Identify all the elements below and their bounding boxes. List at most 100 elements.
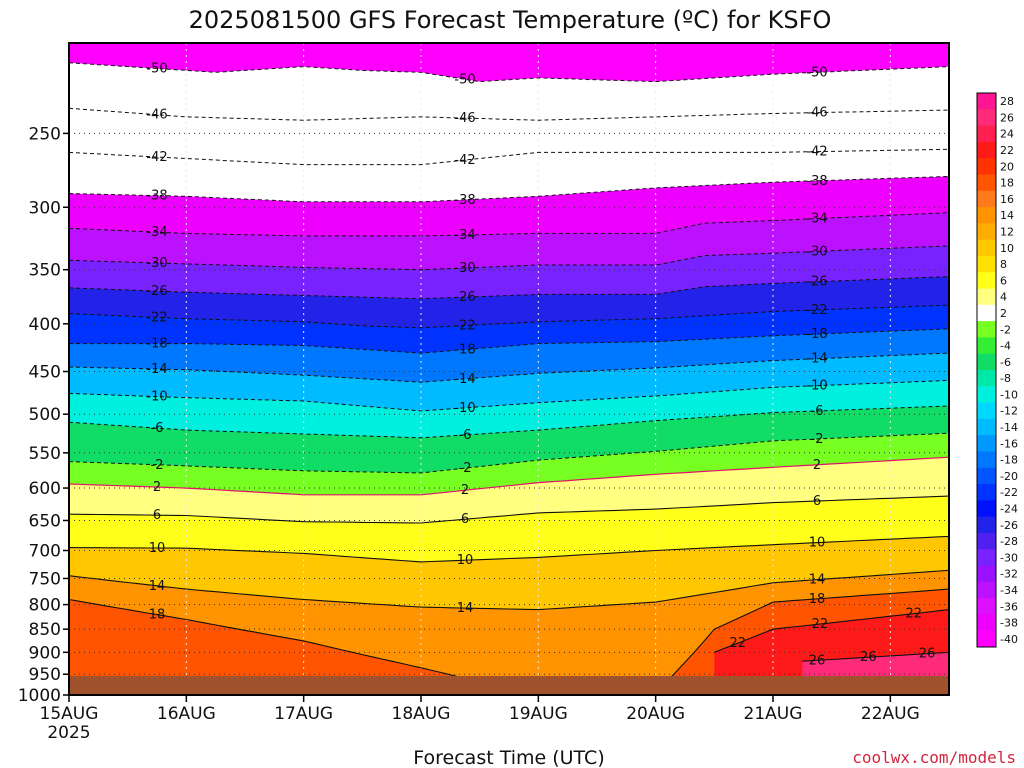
contour-label--10-1: -10 bbox=[454, 401, 475, 416]
colorbar-swatch--10 bbox=[977, 386, 996, 404]
credit-text: coolwx.com/models bbox=[852, 748, 1016, 767]
contour-label--26-0: -26 bbox=[146, 284, 167, 299]
contour-label--30-2: -30 bbox=[806, 244, 827, 259]
contour-label-22-2: 22 bbox=[906, 607, 923, 622]
colorbar-label--40: -40 bbox=[1000, 633, 1018, 646]
x-tick-label-15AUG: 15AUG bbox=[40, 704, 99, 724]
colorbar-label-20: 20 bbox=[1000, 160, 1014, 173]
plot-frame bbox=[68, 42, 950, 696]
contour-label-10-1: 10 bbox=[457, 553, 474, 568]
contour-label--26-1: -26 bbox=[454, 290, 475, 305]
colorbar-label--18: -18 bbox=[1000, 454, 1018, 467]
contour-label--34-0: -34 bbox=[146, 225, 167, 240]
colorbar-swatch--14 bbox=[977, 418, 996, 436]
colorbar-swatch-2 bbox=[977, 304, 996, 322]
colorbar-swatch--2 bbox=[977, 321, 996, 338]
contour-6 bbox=[69, 495, 949, 524]
colorbar-label-26: 26 bbox=[1000, 111, 1014, 124]
contour-label--50-0: -50 bbox=[146, 62, 167, 77]
contour-label-6-2: 6 bbox=[813, 494, 821, 509]
colorbar-swatch--20 bbox=[977, 467, 996, 485]
contour-label--34-2: -34 bbox=[806, 212, 827, 227]
contour-label--30-1: -30 bbox=[454, 261, 475, 276]
contour-label--42-2: -42 bbox=[806, 145, 827, 160]
colorbar-swatch--4 bbox=[977, 337, 996, 355]
contour-label-2-0: 2 bbox=[153, 480, 161, 495]
colorbar-swatch--6 bbox=[977, 353, 996, 371]
y-tick-label-300: 300 bbox=[29, 198, 61, 218]
colorbar: 28 26 24 22 20 18 16 14 12 10 8 6 4 2 -2 -4 -6 -8 -10 -12 -1… bbox=[976, 92, 1018, 648]
contour-label-18-0: 18 bbox=[149, 608, 166, 623]
contour-label--26-2: -26 bbox=[806, 275, 827, 290]
colorbar-swatch--22 bbox=[977, 484, 996, 501]
chart-title: 2025081500 GFS Forecast Temperature (ºC)… bbox=[189, 6, 832, 34]
contour-label--38-2: -38 bbox=[806, 174, 827, 189]
contour-label-2-1: 2 bbox=[461, 483, 469, 498]
colorbar-swatch-14 bbox=[977, 207, 996, 224]
colorbar-label-24: 24 bbox=[1000, 128, 1014, 141]
colorbar-label-2: 2 bbox=[1000, 307, 1007, 320]
colorbar-swatch--18 bbox=[977, 451, 996, 469]
contour-label--10-2: -10 bbox=[806, 379, 827, 394]
contour-14 bbox=[69, 569, 949, 611]
colorbar-swatch--30 bbox=[977, 549, 996, 567]
colorbar-label--20: -20 bbox=[1000, 470, 1018, 483]
colorbar-swatch-18 bbox=[977, 174, 996, 192]
contour-label--42-1: -42 bbox=[454, 153, 475, 168]
colorbar-swatch--24 bbox=[977, 500, 996, 518]
colorbar-label-8: 8 bbox=[1000, 258, 1007, 271]
colorbar-label-14: 14 bbox=[1000, 209, 1014, 222]
colorbar-label-12: 12 bbox=[1000, 226, 1014, 239]
contour-label--22-0: -22 bbox=[146, 310, 167, 325]
contour-26 bbox=[802, 651, 949, 662]
colorbar-label--4: -4 bbox=[1000, 340, 1011, 353]
contour-label-26-2: 26 bbox=[919, 647, 936, 662]
colorbar-label--38: -38 bbox=[1000, 617, 1018, 630]
colorbar-swatch-16 bbox=[977, 190, 996, 208]
y-tick-label-500: 500 bbox=[29, 405, 61, 425]
colorbar-label--6: -6 bbox=[1000, 356, 1011, 369]
colorbar-label--28: -28 bbox=[1000, 535, 1018, 548]
colorbar-frame bbox=[976, 92, 997, 648]
y-tick-label-600: 600 bbox=[29, 479, 61, 499]
colorbar-swatch-8 bbox=[977, 255, 996, 273]
contour-label--34-1: -34 bbox=[454, 228, 475, 243]
y-tick-label-700: 700 bbox=[29, 542, 61, 562]
contour-label-14-1: 14 bbox=[457, 601, 474, 616]
contour-label--18-1: -18 bbox=[454, 343, 475, 358]
colorbar-label--10: -10 bbox=[1000, 388, 1018, 401]
contour--2 bbox=[69, 432, 949, 474]
colorbar-label-28: 28 bbox=[1000, 95, 1014, 108]
colorbar-label--32: -32 bbox=[1000, 568, 1018, 581]
colorbar-swatch-24 bbox=[977, 125, 996, 143]
contour-label--50-2: -50 bbox=[806, 65, 827, 80]
contour-label--38-1: -38 bbox=[454, 193, 475, 208]
contour-label-10-2: 10 bbox=[809, 536, 826, 551]
contour-lines: -50 -50 -50 -46 -46 -46 -42 -42 -42 -38 -38 -38 -34 -… bbox=[69, 62, 949, 695]
colorbar-swatch--34 bbox=[977, 581, 996, 599]
colorbar-swatch-28 bbox=[977, 93, 996, 110]
colorbar-swatch-26 bbox=[977, 109, 996, 127]
colorbar-label-18: 18 bbox=[1000, 177, 1014, 190]
colorbar-label-6: 6 bbox=[1000, 274, 1007, 287]
colorbar-label--8: -8 bbox=[1000, 372, 1011, 385]
x-tick-label-16AUG: 16AUG bbox=[157, 704, 216, 724]
x-tick-label-20AUG: 20AUG bbox=[626, 704, 685, 724]
colorbar-swatch-22 bbox=[977, 141, 996, 159]
contour-label--22-1: -22 bbox=[454, 319, 475, 334]
y-tick-label-750: 750 bbox=[29, 569, 61, 589]
colorbar-swatch--26 bbox=[977, 516, 996, 534]
contour-label-22-1: 22 bbox=[812, 617, 829, 632]
colorbar-swatch--16 bbox=[977, 435, 996, 452]
contour-label--14-0: -14 bbox=[146, 362, 167, 377]
contour-label--2-0: -2 bbox=[151, 458, 164, 473]
y-axis: 250 300 350 400 450 500 550 600 650 700 750 800 850 9… bbox=[18, 124, 69, 706]
contour-label--46-0: -46 bbox=[146, 108, 167, 123]
contour-2 bbox=[69, 456, 949, 496]
y-tick-label-850: 850 bbox=[29, 620, 61, 640]
colorbar-label--34: -34 bbox=[1000, 584, 1018, 597]
x-tick-label-22AUG: 22AUG bbox=[861, 704, 920, 724]
contour-label-18-2: 18 bbox=[809, 592, 826, 607]
